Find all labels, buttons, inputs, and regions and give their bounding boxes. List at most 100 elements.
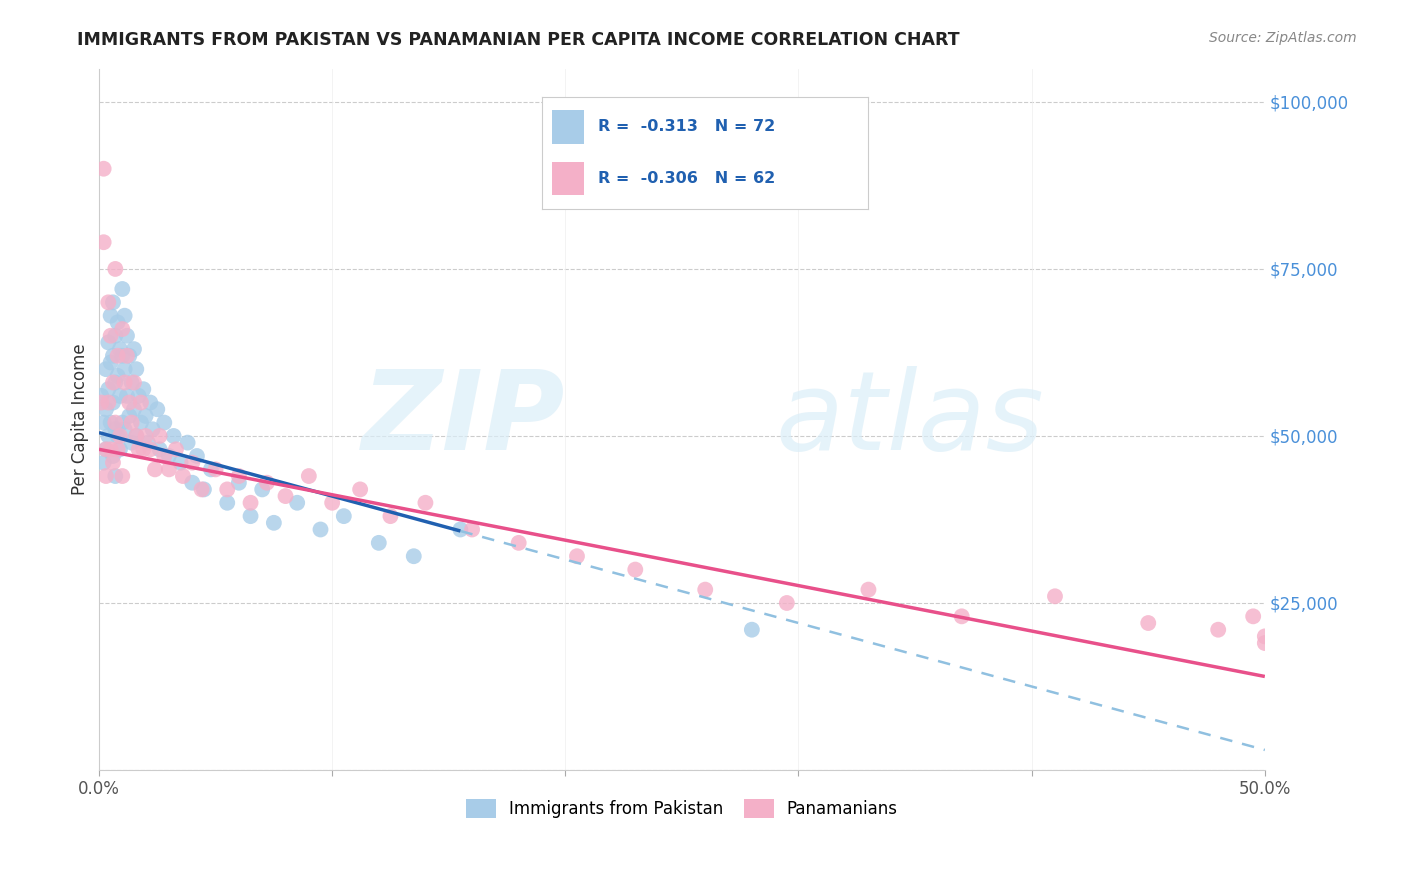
Point [118, 409, 141, 423]
Point [1206, 623, 1229, 637]
Point [217, 496, 239, 510]
Point [162, 429, 184, 443]
Point [333, 509, 356, 524]
Point [93, 161, 115, 176]
Point [101, 395, 124, 409]
Point [135, 429, 157, 443]
Point [97, 335, 120, 350]
Point [129, 395, 152, 409]
Point [190, 483, 212, 497]
Point [118, 349, 141, 363]
Point [104, 422, 127, 436]
Point [139, 442, 162, 457]
Point [114, 362, 136, 376]
Point [121, 435, 143, 450]
Point [741, 623, 763, 637]
Point [108, 342, 131, 356]
Point [94, 442, 117, 457]
Point [228, 475, 250, 490]
Point [250, 483, 273, 497]
Point [274, 489, 297, 503]
Point [104, 328, 127, 343]
Point [107, 429, 129, 443]
Point [108, 442, 131, 457]
Point [125, 429, 148, 443]
Point [172, 469, 194, 483]
Y-axis label: Per Capita Income: Per Capita Income [72, 343, 89, 495]
Point [115, 389, 138, 403]
Point [111, 282, 134, 296]
Point [298, 469, 321, 483]
Point [129, 416, 152, 430]
Point [256, 475, 278, 490]
Point [100, 328, 122, 343]
Point [94, 402, 117, 417]
Point [142, 422, 165, 436]
Point [132, 442, 155, 457]
Point [139, 395, 162, 409]
Point [309, 523, 332, 537]
Point [94, 469, 117, 483]
Point [204, 462, 226, 476]
Point [380, 509, 402, 524]
Point [115, 328, 138, 343]
Point [776, 596, 799, 610]
Point [111, 349, 134, 363]
Point [93, 456, 115, 470]
Point [153, 449, 176, 463]
Point [100, 355, 122, 369]
Point [149, 442, 172, 457]
Point [111, 416, 134, 430]
Point [100, 416, 122, 430]
Text: IMMIGRANTS FROM PAKISTAN VS PANAMANIAN PER CAPITA INCOME CORRELATION CHART: IMMIGRANTS FROM PAKISTAN VS PANAMANIAN P… [77, 31, 960, 49]
Point [121, 376, 143, 390]
Point [565, 549, 588, 564]
Point [94, 442, 117, 457]
Point [97, 395, 120, 409]
Point [111, 322, 134, 336]
Point [263, 516, 285, 530]
Point [695, 582, 717, 597]
Point [176, 435, 198, 450]
Point [217, 483, 239, 497]
Point [108, 389, 131, 403]
Point [135, 409, 157, 423]
Point [108, 429, 131, 443]
Point [239, 496, 262, 510]
Point [165, 442, 187, 457]
Point [114, 309, 136, 323]
Point [107, 368, 129, 383]
Point [1043, 589, 1066, 603]
Point [136, 435, 159, 450]
Point [128, 442, 150, 457]
Point [321, 496, 343, 510]
Point [157, 462, 180, 476]
Point [285, 496, 308, 510]
Point [121, 416, 143, 430]
Point [157, 449, 180, 463]
Point [100, 442, 122, 457]
Point [181, 456, 204, 470]
Point [101, 295, 124, 310]
Point [118, 395, 141, 409]
Point [93, 416, 115, 430]
Point [97, 295, 120, 310]
Point [114, 376, 136, 390]
Point [94, 362, 117, 376]
Point [114, 422, 136, 436]
Point [122, 342, 145, 356]
Point [149, 429, 172, 443]
Text: ZIP: ZIP [361, 366, 565, 473]
Point [181, 475, 204, 490]
Point [101, 449, 124, 463]
Point [107, 315, 129, 329]
Point [101, 376, 124, 390]
Point [100, 309, 122, 323]
Point [508, 536, 530, 550]
Point [104, 262, 127, 277]
Point [349, 483, 371, 497]
Point [128, 389, 150, 403]
Point [193, 483, 215, 497]
Point [228, 469, 250, 483]
Point [93, 235, 115, 250]
